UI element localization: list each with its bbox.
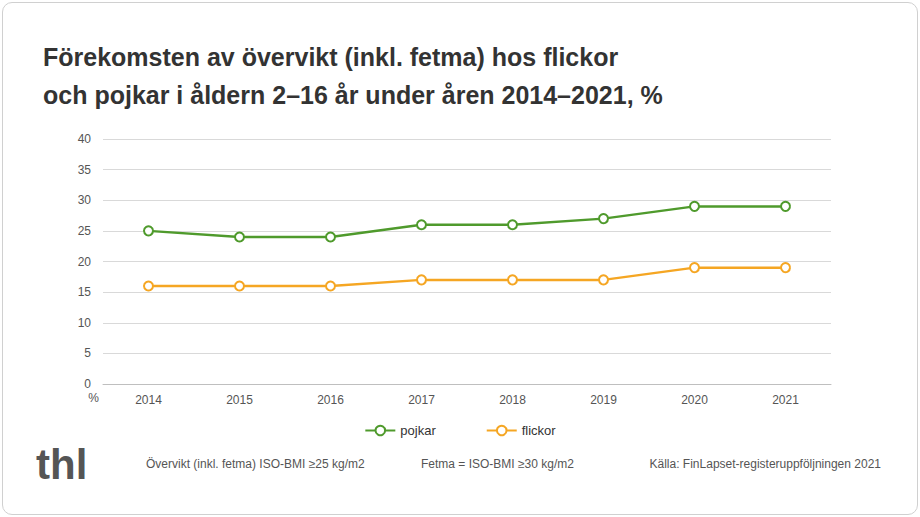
svg-text:2014: 2014	[135, 393, 162, 407]
svg-text:5: 5	[84, 346, 91, 360]
svg-text:10: 10	[78, 316, 92, 330]
svg-text:2017: 2017	[408, 393, 435, 407]
svg-text:2021: 2021	[772, 393, 799, 407]
svg-text:2020: 2020	[681, 393, 708, 407]
svg-text:2015: 2015	[226, 393, 253, 407]
svg-text:2019: 2019	[590, 393, 617, 407]
svg-text:Fetma = ISO-BMI ≥30 kg/m2: Fetma = ISO-BMI ≥30 kg/m2	[421, 457, 574, 471]
svg-text:och pojkar i åldern 2–16 år un: och pojkar i åldern 2–16 år under åren 2…	[43, 81, 663, 109]
svg-text:15: 15	[78, 285, 92, 299]
svg-text:40: 40	[78, 132, 92, 146]
svg-text:Källa: FinLapset-registeruppfö: Källa: FinLapset-registeruppföljningen 2…	[650, 457, 882, 471]
svg-text:thl: thl	[36, 441, 87, 488]
svg-text:pojkar: pojkar	[400, 423, 436, 438]
svg-text:20: 20	[78, 255, 92, 269]
svg-text:%: %	[88, 391, 99, 405]
svg-text:Förekomsten av övervikt (inkl.: Förekomsten av övervikt (inkl. fetma) ho…	[43, 43, 618, 71]
svg-text:25: 25	[78, 224, 92, 238]
svg-text:35: 35	[78, 163, 92, 177]
svg-text:flickor: flickor	[522, 423, 557, 438]
svg-text:30: 30	[78, 193, 92, 207]
svg-text:2016: 2016	[317, 393, 344, 407]
svg-text:0: 0	[84, 377, 91, 391]
svg-text:2018: 2018	[499, 393, 526, 407]
svg-text:Övervikt (inkl. fetma) ISO-BMI: Övervikt (inkl. fetma) ISO-BMI ≥25 kg/m2	[146, 457, 365, 471]
